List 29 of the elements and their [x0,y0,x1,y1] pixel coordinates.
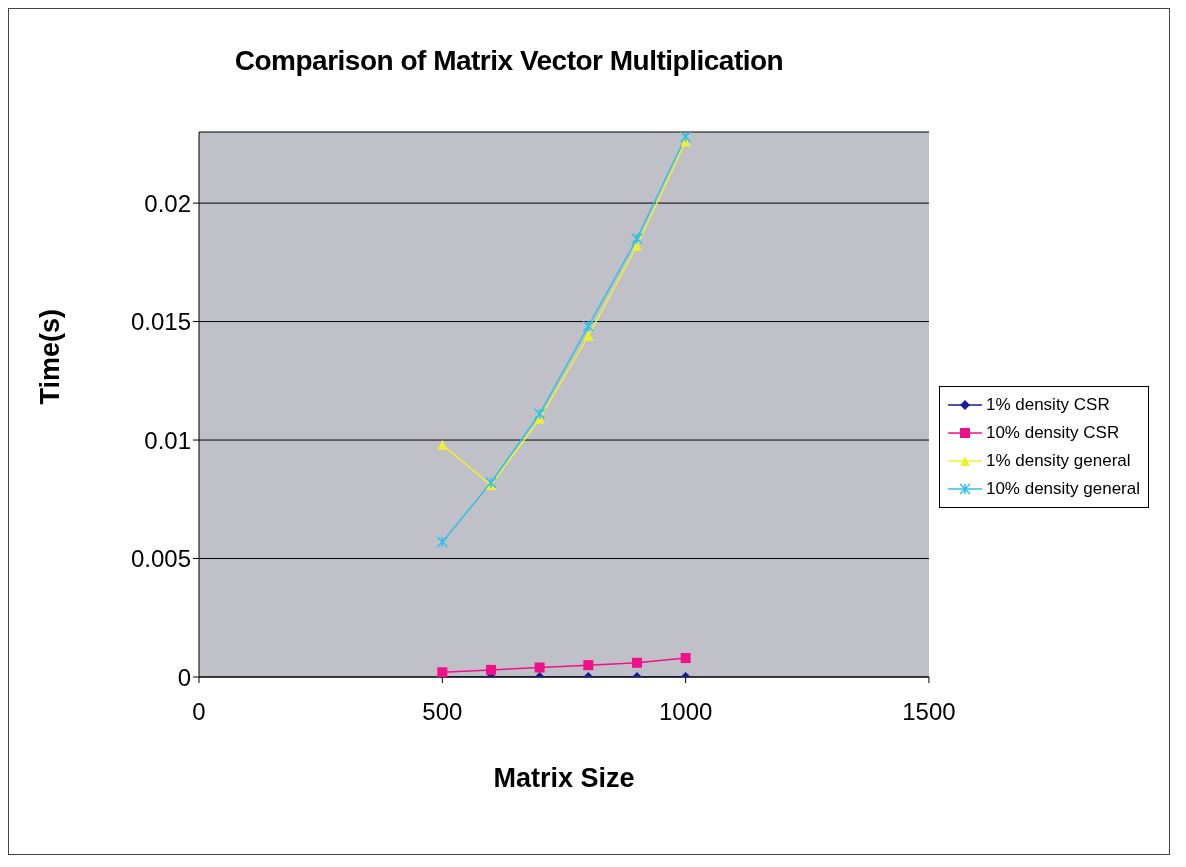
point [631,232,643,245]
point [437,439,448,450]
point [534,662,545,673]
y-tick-label: 0.015 [130,308,191,336]
point [583,660,594,671]
chart-title: Comparison of Matrix Vector Multiplication [233,44,785,77]
y-axis-title: Time(s) [34,308,65,405]
point [680,653,691,664]
y-tick-label: 0.005 [130,545,191,573]
legend-label: 1% density general [985,451,1131,471]
x-tick-label: 1000 [658,698,713,726]
x-tick-label: 500 [422,698,463,726]
point [583,330,594,341]
point [485,664,496,675]
legend-label: 1% density CSR [985,395,1110,415]
point [582,320,595,333]
legend-label: 10% density CSR [985,423,1120,443]
point [437,667,448,677]
x-axis-title: Matrix Size [493,763,635,793]
point [679,132,692,143]
point [631,657,642,668]
point [533,408,546,420]
point [436,536,449,548]
y-tick-label: 0.01 [144,426,191,454]
legend-label: 10% density general [985,479,1140,499]
point [485,476,497,489]
x-tick-label: 1500 [902,698,956,726]
y-tick-label: 0 [177,663,191,691]
y-tick-label: 0.02 [144,189,191,217]
